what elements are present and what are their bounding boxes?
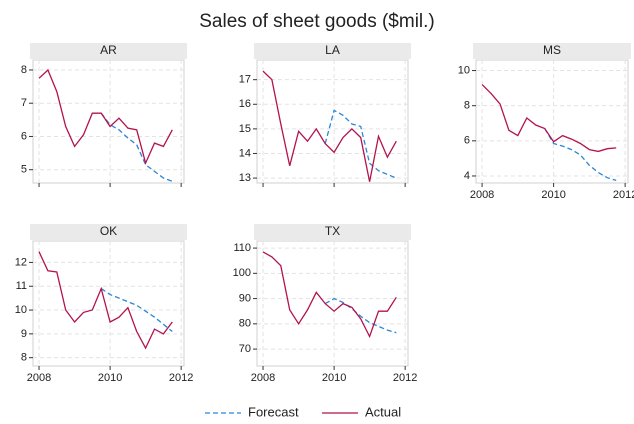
- y-tick-label: 5: [21, 164, 27, 176]
- chart-title: Sales of sheet goods ($mil.): [199, 11, 435, 32]
- panel-header: [254, 43, 411, 59]
- y-tick-label: 90: [239, 292, 251, 304]
- series-line: [100, 288, 173, 333]
- x-tick-label: 2008: [470, 189, 494, 201]
- panel-title: AR: [100, 43, 117, 57]
- x-tick-label: 2012: [613, 189, 634, 201]
- x-tick-label: 2008: [251, 372, 275, 384]
- y-tick-label: 13: [239, 172, 251, 184]
- panel-header: [254, 224, 411, 240]
- series-line: [100, 112, 173, 182]
- series-line: [262, 251, 397, 339]
- series-line: [38, 251, 173, 350]
- x-tick-label: 2010: [98, 372, 122, 384]
- x-tick-label: 2012: [169, 372, 193, 384]
- plot-area: [256, 59, 409, 184]
- legend-label: Forecast: [248, 404, 299, 419]
- plot-area: [256, 240, 409, 367]
- y-tick-label: 8: [21, 352, 27, 364]
- y-tick-label: 15: [239, 123, 251, 135]
- y-tick-label: 100: [233, 267, 251, 279]
- legend-label: Actual: [365, 404, 401, 419]
- y-tick-label: 80: [239, 318, 251, 330]
- x-tick-label: 2008: [27, 372, 51, 384]
- y-tick-label: 6: [21, 130, 27, 142]
- x-tick-label: 2012: [393, 372, 417, 384]
- series-line: [481, 84, 617, 153]
- x-tick-label: 2010: [541, 189, 565, 201]
- y-tick-label: 110: [233, 242, 251, 254]
- y-tick-label: 14: [239, 147, 251, 159]
- panel-header: [473, 43, 631, 59]
- y-tick-label: 8: [21, 64, 27, 76]
- panel-header: [30, 43, 187, 59]
- plot-area: [32, 240, 185, 367]
- y-tick-label: 8: [464, 100, 470, 112]
- panel-title: LA: [325, 43, 340, 57]
- y-tick-label: 11: [16, 280, 27, 292]
- y-tick-label: 10: [458, 64, 470, 76]
- plot-area: [475, 59, 629, 184]
- panel-title: TX: [325, 224, 340, 238]
- y-tick-label: 16: [239, 98, 251, 110]
- series-line: [38, 68, 173, 166]
- y-tick-label: 7: [21, 97, 27, 109]
- y-tick-label: 17: [239, 74, 251, 86]
- y-tick-label: 12: [15, 256, 27, 268]
- panel-title: MS: [543, 43, 561, 57]
- panel-title: OK: [100, 224, 117, 238]
- plot-area: [32, 59, 185, 184]
- panel-header: [30, 224, 187, 240]
- y-tick-label: 9: [21, 328, 27, 340]
- series-line: [262, 70, 397, 182]
- y-tick-label: 70: [239, 343, 251, 355]
- series-line: [324, 109, 397, 179]
- series-line: [544, 128, 617, 182]
- y-tick-label: 6: [464, 135, 470, 147]
- y-tick-label: 4: [464, 170, 470, 182]
- y-tick-label: 10: [15, 304, 27, 316]
- x-tick-label: 2010: [322, 372, 346, 384]
- series-line: [324, 297, 397, 334]
